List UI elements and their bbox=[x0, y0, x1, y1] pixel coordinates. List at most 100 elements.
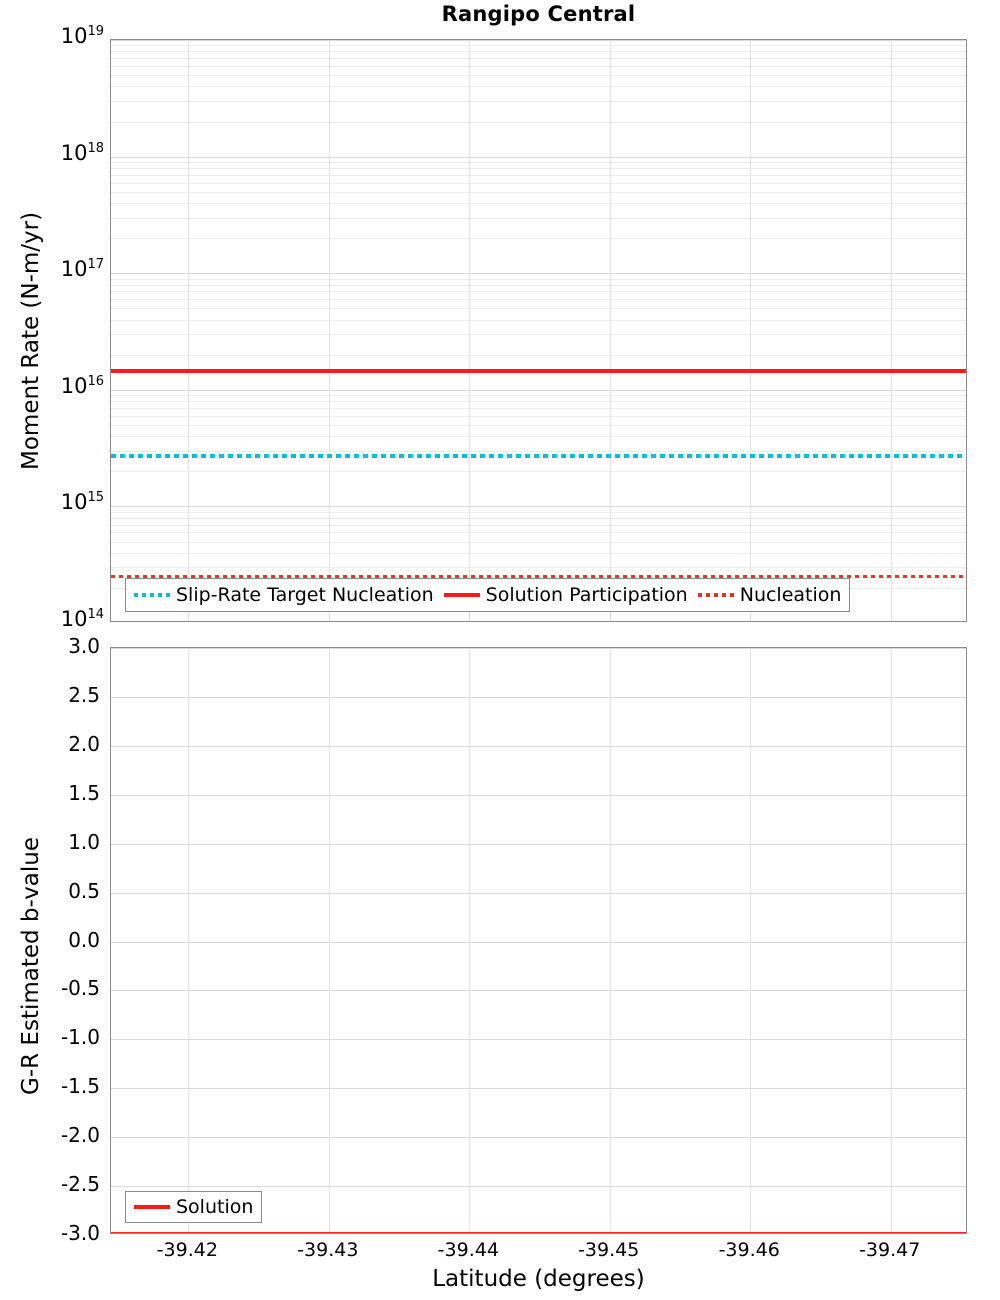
gridline-major bbox=[111, 941, 966, 943]
gridline-major bbox=[111, 843, 966, 845]
data-series-nucleation bbox=[111, 574, 966, 578]
gridline-major bbox=[111, 273, 966, 275]
gridline-major bbox=[111, 892, 966, 894]
gridline-minor bbox=[111, 517, 966, 519]
y-tick-label: 1015 bbox=[60, 490, 104, 515]
gridline-minor bbox=[111, 58, 966, 60]
legend-label: Solution bbox=[176, 1196, 254, 1218]
y-tick-label: 2.0 bbox=[68, 731, 100, 756]
gridline-minor bbox=[111, 278, 966, 280]
gridline-minor bbox=[111, 75, 966, 77]
y-tick-label: 1017 bbox=[60, 257, 104, 282]
gridline-minor bbox=[111, 191, 966, 193]
gridline-vertical bbox=[750, 40, 752, 621]
gridline-vertical bbox=[750, 648, 752, 1233]
y-tick-label: 1019 bbox=[60, 24, 104, 48]
legend-item[interactable]: Solution bbox=[134, 1196, 253, 1218]
y-tick-label: -1.0 bbox=[60, 1025, 100, 1050]
data-series-solution bbox=[111, 1232, 966, 1233]
y-tick-label: -3.0 bbox=[60, 1221, 100, 1245]
legend-swatch-icon bbox=[697, 593, 734, 597]
gridline-minor bbox=[111, 532, 966, 534]
gridline-vertical bbox=[890, 648, 892, 1233]
x-tick-label: -39.44 bbox=[437, 1239, 499, 1261]
legend-swatch-icon bbox=[134, 593, 170, 597]
gridline-major bbox=[111, 990, 966, 992]
legend-item[interactable]: Slip-Rate Target Nucleation bbox=[134, 584, 434, 606]
data-series-solution-participation bbox=[111, 369, 966, 374]
gridline-minor bbox=[111, 238, 966, 240]
gridline-minor bbox=[111, 567, 966, 569]
gridline-minor bbox=[111, 51, 966, 53]
gridline-major bbox=[111, 1088, 966, 1090]
gridline-minor bbox=[111, 541, 966, 543]
gridline-minor bbox=[111, 334, 966, 336]
gridline-minor bbox=[111, 299, 966, 301]
gridline-minor bbox=[111, 415, 966, 417]
gridline-minor bbox=[111, 167, 966, 169]
x-tick-label: -39.47 bbox=[859, 1239, 921, 1261]
y-tick-label: 0.5 bbox=[68, 878, 100, 903]
gridline-major bbox=[111, 745, 966, 747]
gridline-minor bbox=[111, 407, 966, 409]
gridline-minor bbox=[111, 450, 966, 452]
legend-item[interactable]: Solution Participation bbox=[443, 584, 688, 606]
y-tick-label: 1014 bbox=[60, 607, 104, 631]
gridline-minor bbox=[111, 45, 966, 47]
gridline-minor bbox=[111, 203, 966, 204]
gridline-minor bbox=[111, 86, 966, 88]
gridline-minor bbox=[111, 354, 966, 356]
gridline-minor bbox=[111, 291, 966, 293]
legend-swatch-icon bbox=[443, 593, 480, 597]
gridline-minor bbox=[111, 121, 966, 123]
gridline-vertical bbox=[188, 40, 190, 621]
moment-rate-legend: Slip-Rate Target Nucleation Solution Part… bbox=[125, 578, 851, 612]
gridline-minor bbox=[111, 101, 966, 102]
gridline-major bbox=[111, 506, 966, 508]
gridline-major bbox=[111, 389, 966, 391]
gridline-minor bbox=[111, 395, 966, 397]
gridline-major bbox=[111, 1186, 966, 1188]
gridline-minor bbox=[111, 174, 966, 176]
x-tick-label: -39.46 bbox=[718, 1239, 780, 1261]
gridline-major bbox=[111, 648, 966, 649]
gridline-minor bbox=[111, 511, 966, 513]
gridline-minor bbox=[111, 182, 966, 184]
legend-label: Solution Participation bbox=[485, 584, 688, 606]
gridline-vertical bbox=[609, 648, 611, 1233]
gridline-vertical bbox=[609, 40, 611, 621]
gridline-minor bbox=[111, 436, 966, 438]
gridline-major bbox=[111, 1137, 966, 1139]
gridline-minor bbox=[111, 552, 966, 554]
gridline-minor bbox=[111, 284, 966, 286]
gridline-vertical bbox=[890, 40, 892, 621]
gridline-minor bbox=[111, 471, 966, 473]
gridline-major bbox=[111, 794, 966, 796]
y-tick-label: 1.0 bbox=[68, 829, 100, 854]
y-tick-label: 3.0 bbox=[68, 634, 100, 658]
gridline-minor bbox=[111, 401, 966, 403]
data-series-slip-rate-target-nucleation bbox=[111, 454, 966, 459]
y-tick-label: 1016 bbox=[60, 373, 104, 398]
y-tick-label: -2.5 bbox=[60, 1172, 100, 1197]
gridline-major bbox=[111, 40, 966, 41]
gridline-minor bbox=[111, 65, 966, 67]
y-tick-label: 1018 bbox=[60, 140, 104, 165]
y-tick-label: 0.0 bbox=[68, 927, 100, 952]
b-value-legend: Solution bbox=[125, 1191, 263, 1223]
gridline-minor bbox=[111, 161, 966, 163]
x-tick-label: -39.42 bbox=[156, 1239, 218, 1261]
gridline-major bbox=[111, 696, 966, 698]
moment-rate-plot-area bbox=[110, 39, 967, 622]
x-tick-label: -39.45 bbox=[578, 1239, 640, 1261]
x-tick-label: -39.43 bbox=[297, 1239, 359, 1261]
gridline-vertical bbox=[328, 648, 330, 1233]
legend-label: Slip-Rate Target Nucleation bbox=[176, 584, 434, 606]
gridline-minor bbox=[111, 524, 966, 526]
gridline-minor bbox=[111, 424, 966, 426]
gridline-vertical bbox=[188, 648, 190, 1233]
legend-item[interactable]: Nucleation bbox=[697, 584, 841, 606]
moment-rate-axis-label: Moment Rate (N-m/yr) bbox=[18, 211, 44, 470]
gridline-vertical bbox=[328, 40, 330, 621]
